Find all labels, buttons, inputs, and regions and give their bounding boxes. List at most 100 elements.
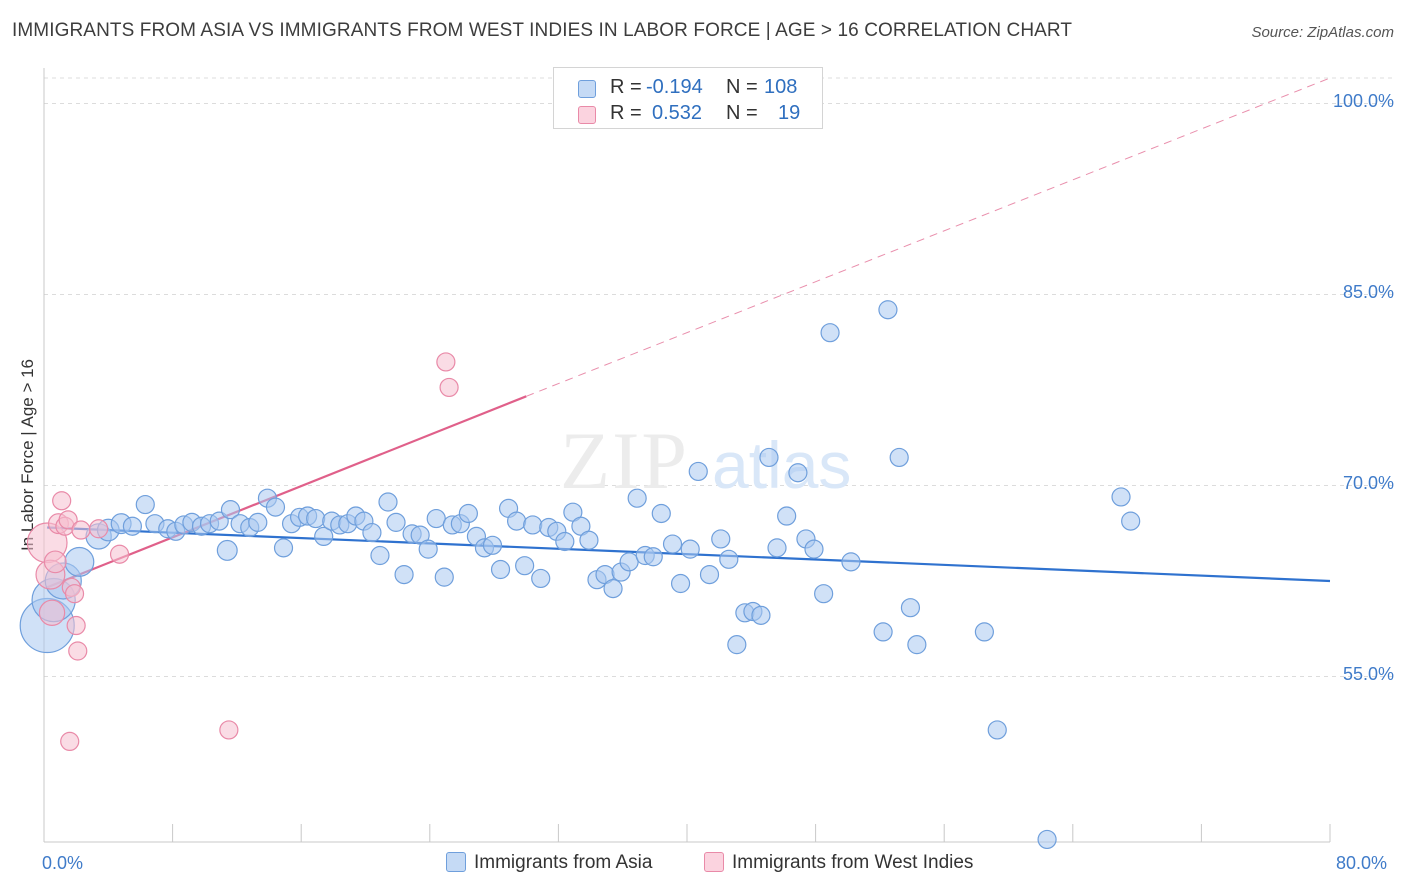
point-asia [627,488,647,508]
legend-swatch-west-indies [578,106,596,124]
point-west-indies [219,720,239,740]
legend-row-west-indies: R = 0.532 N = 19 [554,102,822,128]
watermark: ZIP atlas [560,415,851,506]
point-west-indies [43,550,67,574]
legend-label-west-indies: Immigrants from West Indies [732,852,974,873]
chart-title: IMMIGRANTS FROM ASIA VS IMMIGRANTS FROM … [12,20,1073,41]
point-asia [122,516,143,536]
point-asia [711,529,731,549]
point-asia [1037,829,1057,850]
legend-n-value: 19 [778,102,801,124]
legend-r-label: R = [610,102,642,124]
point-west-indies [436,352,456,372]
point-asia [426,508,446,529]
point-west-indies [109,544,130,564]
point-asia [220,500,241,520]
point-asia [804,539,824,559]
watermark-zip: ZIP [560,415,689,506]
point-asia [579,530,599,550]
point-west-indies [66,615,86,636]
point-asia [507,511,527,531]
axes [43,68,1331,843]
point-asia [820,323,840,343]
point-asia [873,622,893,642]
point-asia [209,511,229,531]
data-points [19,300,1141,850]
point-asia [248,512,268,532]
legend-row-asia: R = -0.194 N = 108 [554,76,822,102]
point-asia [680,539,700,559]
point-asia [889,447,909,468]
legend-n-value: 108 [764,76,798,98]
point-asia [370,545,390,566]
legend-n-label: N = [726,76,758,98]
legend-item-asia[interactable]: Immigrants from Asia [446,852,652,874]
point-asia [814,584,834,604]
point-asia [555,531,575,552]
trend-line-west-indies-extension [526,77,1331,397]
point-asia [727,635,747,655]
legend-n-label: N = [726,102,758,124]
point-asia [265,497,286,517]
point-asia [759,447,779,468]
point-asia [386,512,406,532]
point-asia [662,534,683,554]
source-credit: Source: ZipAtlas.com [1251,24,1394,41]
y-tick-label: 70.0% [1342,473,1394,494]
legend-r-value: -0.194 [646,76,703,98]
point-west-indies [52,491,72,511]
y-tick-label: 55.0% [1342,664,1394,685]
point-asia [306,508,326,529]
legend-label-asia: Immigrants from Asia [474,852,653,873]
point-asia [490,559,511,580]
point-asia [418,539,438,559]
legend-swatch-west-indies [704,852,724,872]
point-asia [777,506,797,526]
point-west-indies [89,519,109,539]
point-asia [974,622,994,642]
point-asia [841,552,861,572]
point-asia [719,549,739,569]
point-asia [1121,511,1141,531]
point-asia [458,503,478,524]
y-tick-label: 85.0% [1342,282,1394,303]
point-asia [643,547,663,567]
point-asia [216,539,238,561]
point-asia [651,503,671,524]
point-west-indies [71,520,91,540]
point-asia [767,538,787,558]
point-asia [619,552,639,572]
point-asia [314,526,334,547]
point-asia [135,494,155,515]
point-asia [394,564,414,585]
point-asia [670,573,691,594]
x-tick-label-max: 80.0% [1336,853,1388,873]
point-west-indies [64,584,85,604]
point-west-indies [38,599,66,627]
y-tick-label: 100.0% [1332,91,1394,112]
legend-r-value: 0.532 [652,102,703,124]
point-asia [751,605,771,625]
legend-swatch-asia [578,80,596,98]
point-asia [1111,487,1131,507]
point-asia [482,535,503,555]
point-asia [523,515,543,535]
point-asia [900,598,921,618]
watermark-atlas: atlas [712,428,851,502]
point-asia [699,564,720,585]
point-west-indies [58,510,78,530]
point-asia [434,567,454,587]
point-west-indies [60,731,80,752]
point-west-indies [68,641,88,661]
point-asia [64,546,95,577]
legend-r-label: R = [610,76,642,98]
legend-swatch-asia [446,852,466,872]
point-asia [987,720,1007,740]
point-asia [907,635,927,655]
point-asia [378,492,398,512]
grid-lines [44,77,1394,677]
point-asia [273,538,294,558]
correlation-legend: R = -0.194 N = 108 R = 0.532 N = 19 [553,67,823,129]
legend-item-west-indies[interactable]: Immigrants from West Indies [704,852,973,874]
